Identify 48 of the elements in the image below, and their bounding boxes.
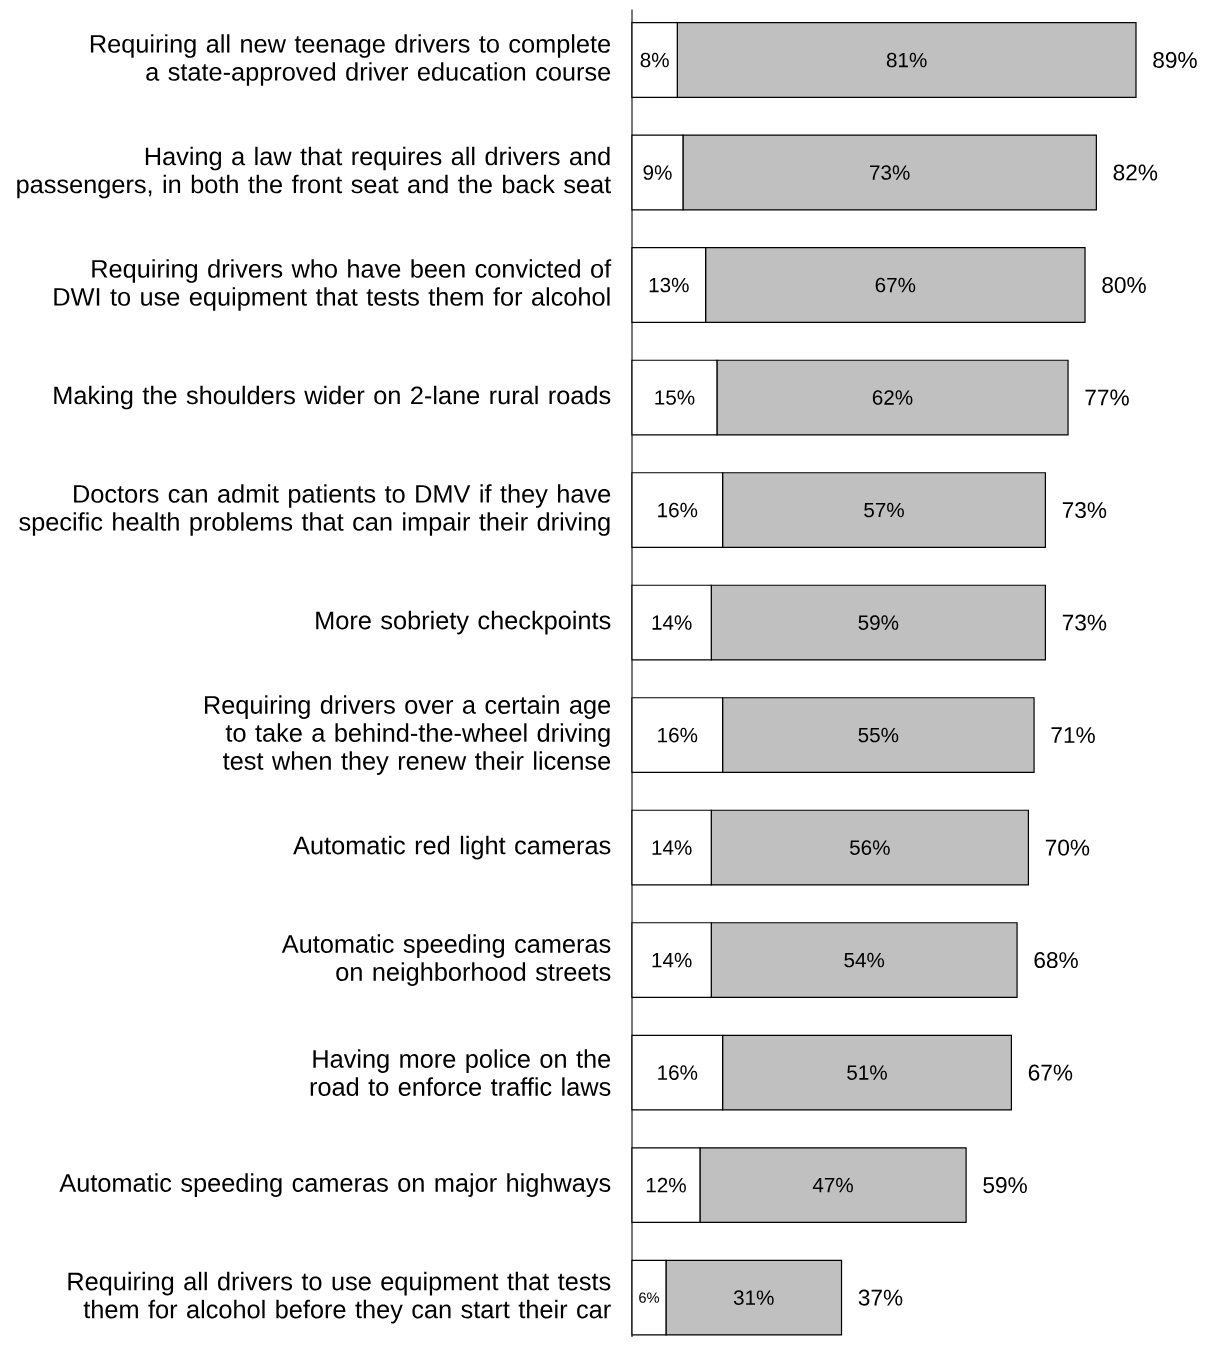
y-tick-label: Making the shoulders wider on 2-lane rural roads bbox=[54, 385, 611, 410]
total-label: 89% bbox=[1153, 51, 1197, 69]
data-label: 14% bbox=[652, 952, 692, 968]
total-label: 59% bbox=[983, 1177, 1027, 1194]
data-label: 47% bbox=[812, 1177, 853, 1193]
y-tick-label: Requiring drivers who have been convicted of DWI to use equipment that tests them for alcohol bbox=[54, 259, 612, 311]
data-label: 81% bbox=[886, 52, 927, 68]
total-label: 82% bbox=[1113, 164, 1158, 181]
total-label: 71% bbox=[1051, 727, 1095, 743]
total-label: 67% bbox=[1028, 1064, 1073, 1081]
data-label: 14% bbox=[652, 615, 692, 630]
data-label: 9% bbox=[643, 165, 672, 180]
total-label: 37% bbox=[858, 1289, 903, 1306]
y-tick-label: Requiring all new teenage drivers to complete a state-approved driver education course bbox=[90, 34, 611, 86]
y-tick-label: Automatic speeding cameras on neighborhood streets bbox=[281, 934, 611, 986]
y-tick-label: Requiring drivers over a certain age to take a behind-the-wheel driving test when they renew their license bbox=[205, 695, 611, 775]
data-label: 16% bbox=[658, 727, 698, 743]
y-tick-label: Having more police on the road to enforce traffic laws bbox=[310, 1049, 611, 1096]
data-label: 55% bbox=[858, 727, 899, 743]
data-label: 12% bbox=[646, 1177, 686, 1193]
y-tick-label: Doctors can admit patients to DMV if they have specific health problems that can impair their driving bbox=[19, 484, 611, 536]
total-label: 77% bbox=[1085, 389, 1129, 406]
total-label: 70% bbox=[1045, 839, 1090, 856]
y-tick-label: Automatic speeding cameras on major highways bbox=[59, 1173, 611, 1197]
data-label: 13% bbox=[649, 277, 689, 293]
data-label: 15% bbox=[655, 390, 695, 405]
data-label: 31% bbox=[733, 1290, 774, 1305]
data-label: 59% bbox=[858, 615, 899, 630]
y-tick-label: Requiring all drivers to use equipment that tests them for alcohol before they can start their car bbox=[68, 1271, 611, 1324]
y-tick-label: More sobriety checkpoints bbox=[316, 610, 611, 635]
data-label: 67% bbox=[875, 277, 916, 293]
data-label: 73% bbox=[870, 165, 910, 180]
data-label: 51% bbox=[847, 1065, 887, 1080]
total-label: 73% bbox=[1062, 502, 1107, 519]
data-label: 16% bbox=[658, 502, 698, 518]
data-label: 6% bbox=[639, 1292, 660, 1303]
y-tick-label: Having a law that requires all drivers and passengers, in both the front seat and the back seat bbox=[17, 146, 612, 199]
data-label: 16% bbox=[658, 1065, 698, 1080]
total-label: 68% bbox=[1034, 952, 1078, 969]
data-label: 54% bbox=[844, 952, 885, 968]
total-label: 80% bbox=[1102, 277, 1146, 294]
data-label: 8% bbox=[640, 52, 669, 68]
data-label: 56% bbox=[850, 840, 890, 855]
data-label: 57% bbox=[864, 502, 904, 518]
data-label: 62% bbox=[872, 390, 913, 405]
total-label: 73% bbox=[1062, 614, 1107, 631]
data-label: 14% bbox=[652, 840, 692, 855]
y-tick-label: Automatic red light cameras bbox=[293, 835, 611, 860]
